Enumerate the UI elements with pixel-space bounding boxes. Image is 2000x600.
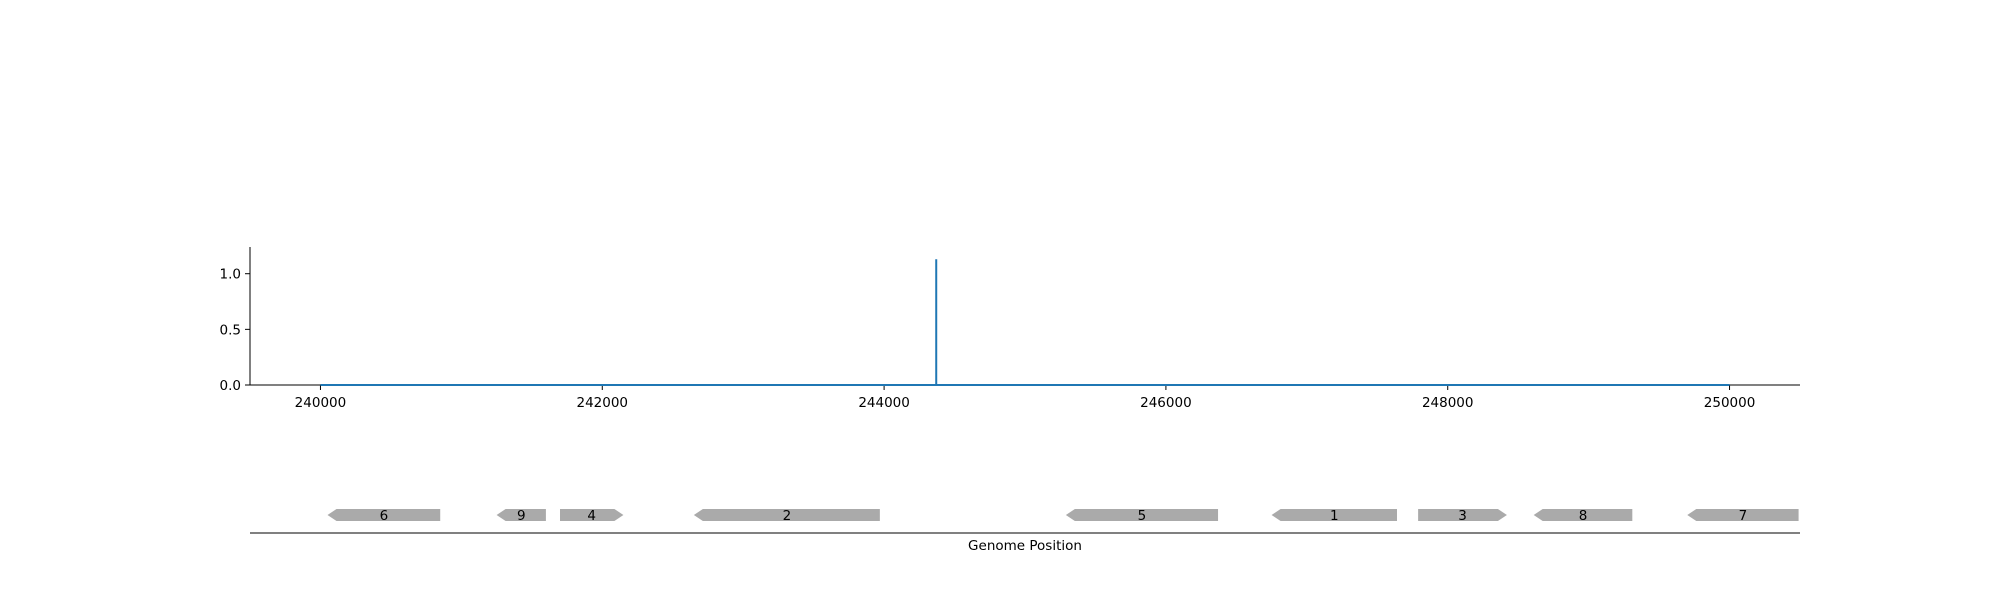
gene-label: 2 (783, 508, 792, 524)
y-tick-label: 0.5 (220, 322, 241, 338)
x-tick-label: 240000 (295, 395, 347, 411)
gene-arrow (1418, 509, 1507, 521)
x-tick-label: 250000 (1704, 395, 1756, 411)
series-line (320, 259, 1730, 386)
gene-label: 8 (1579, 508, 1588, 524)
y-tick-label: 0.0 (220, 378, 241, 394)
genes-group: 6 9 4 2 5 1 3 8 7 (327, 508, 1799, 524)
series-group (320, 259, 1730, 386)
gene-label: 1 (1330, 508, 1339, 524)
x-tick-label: 246000 (1140, 395, 1192, 411)
x-tick-label: 244000 (858, 395, 910, 411)
gene-arrow (1533, 509, 1633, 521)
gene-label: 3 (1458, 508, 1467, 524)
axis-ticks: 240000 242000 244000 246000 248000 250000 0.0 0… (220, 267, 1756, 411)
gene-arrow (496, 509, 546, 521)
gene-arrow (1065, 509, 1219, 521)
x-tick-label: 248000 (1422, 395, 1474, 411)
gene-arrow (693, 509, 880, 521)
y-tick-label: 1.0 (220, 267, 241, 283)
signal-plot: 240000 242000 244000 246000 248000 250000 0.0 0… (220, 247, 1800, 411)
gene-arrow (560, 509, 624, 521)
gene-label: 6 (380, 508, 389, 524)
gene-arrow (327, 509, 441, 521)
gene-label: 4 (587, 508, 596, 524)
gene-track: 6 9 4 2 5 1 3 8 7 Genome Position (250, 508, 1800, 554)
gene-arrow (1687, 509, 1799, 521)
gene-label: 5 (1138, 508, 1147, 524)
x-tick-label: 242000 (576, 395, 628, 411)
gene-label: 9 (517, 508, 526, 524)
gene-label: 7 (1739, 508, 1748, 524)
x-axis-title: Genome Position (968, 538, 1082, 554)
gene-arrow (1271, 509, 1397, 521)
